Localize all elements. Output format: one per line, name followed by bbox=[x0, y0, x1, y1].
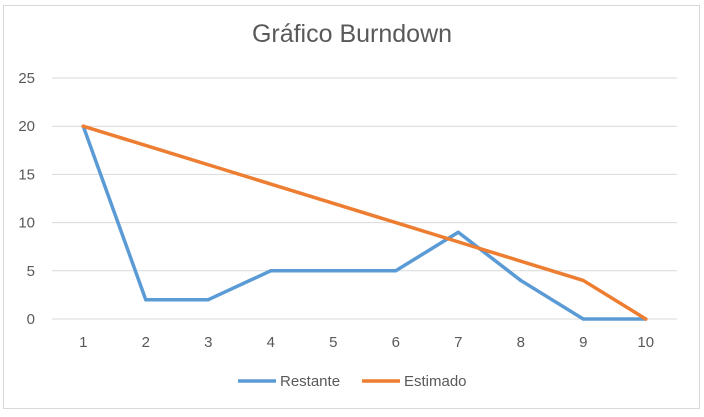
x-tick-label: 1 bbox=[79, 334, 87, 351]
data-point-restante bbox=[206, 298, 210, 302]
data-point-estimado bbox=[206, 163, 210, 167]
data-point-restante bbox=[394, 269, 398, 273]
data-point-restante bbox=[331, 269, 335, 273]
data-point-restante bbox=[456, 230, 460, 234]
x-tick-label: 4 bbox=[267, 334, 275, 351]
x-tick-label: 6 bbox=[392, 334, 400, 351]
data-point-restante bbox=[269, 269, 273, 273]
x-axis-ticks: 1 2 3 4 5 6 7 8 9 10 bbox=[79, 334, 654, 351]
y-axis-ticks: 0 5 10 15 20 25 bbox=[18, 70, 35, 328]
data-point-estimado bbox=[456, 240, 460, 244]
chart-frame bbox=[3, 5, 700, 409]
legend-label-restante: Restante bbox=[280, 373, 340, 390]
chart-title: Gráfico Burndown bbox=[251, 20, 453, 48]
x-tick-label: 3 bbox=[204, 334, 212, 351]
y-tick-label: 15 bbox=[18, 166, 35, 183]
data-point-estimado bbox=[394, 221, 398, 225]
data-point-estimado bbox=[644, 317, 648, 321]
x-tick-label: 2 bbox=[142, 334, 150, 351]
data-point-restante bbox=[581, 317, 585, 321]
series-lines bbox=[81, 124, 648, 321]
y-tick-label: 0 bbox=[27, 311, 35, 328]
y-tick-label: 25 bbox=[18, 70, 35, 87]
series-line-estimado bbox=[81, 124, 648, 321]
legend: Restante Estimado bbox=[238, 373, 467, 390]
data-point-restante bbox=[144, 298, 148, 302]
x-tick-label: 7 bbox=[454, 334, 462, 351]
grid-lines bbox=[52, 77, 677, 320]
data-point-estimado bbox=[581, 278, 585, 283]
y-tick-label: 10 bbox=[18, 215, 35, 232]
data-point-estimado bbox=[269, 182, 273, 186]
legend-label-estimado: Estimado bbox=[404, 373, 467, 390]
x-tick-label: 5 bbox=[329, 334, 337, 351]
y-tick-label: 20 bbox=[18, 118, 35, 135]
data-point-estimado bbox=[144, 143, 148, 148]
data-point-estimado bbox=[331, 201, 335, 205]
y-tick-label: 5 bbox=[27, 263, 35, 280]
x-tick-label: 10 bbox=[637, 334, 654, 351]
data-point-estimado bbox=[519, 259, 523, 263]
data-point-restante bbox=[519, 278, 523, 283]
data-point-estimado bbox=[81, 124, 85, 128]
x-tick-label: 8 bbox=[517, 334, 525, 351]
series-line-restante bbox=[81, 124, 648, 321]
x-tick-label: 9 bbox=[579, 334, 587, 351]
